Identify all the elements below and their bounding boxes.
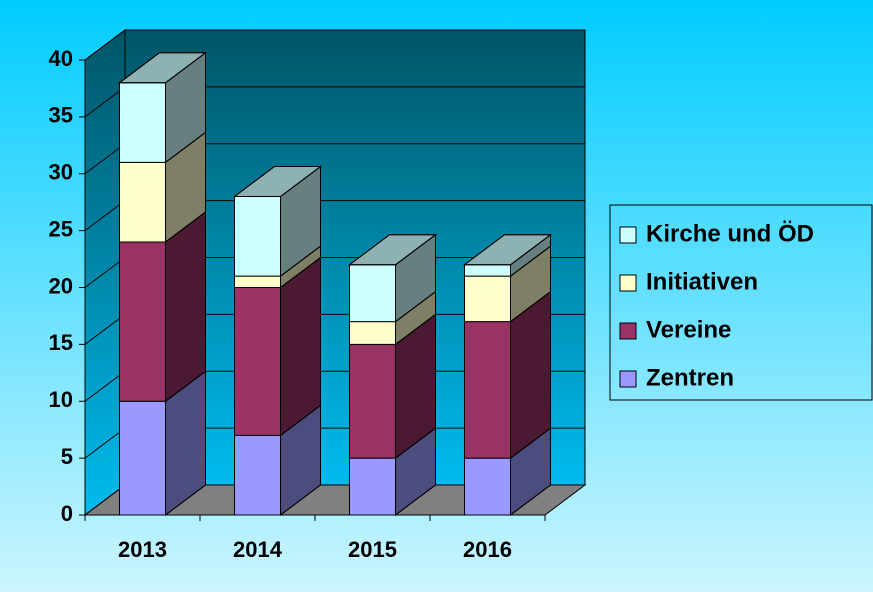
grid-line-side — [84, 143, 126, 175]
bar — [464, 275, 511, 323]
grid-line-side — [84, 29, 126, 61]
bar — [464, 457, 511, 516]
legend-label: Kirche und ÖD — [646, 220, 814, 247]
grid-line-side — [84, 313, 126, 345]
legend — [609, 204, 873, 401]
x-tick-label: 2014 — [233, 537, 283, 562]
x-tick-label: 2016 — [463, 537, 512, 562]
bar — [464, 264, 511, 277]
bar-top-shade — [118, 52, 207, 84]
y-tick-label: 0 — [61, 501, 73, 526]
bar-side-shade — [165, 211, 206, 403]
grid-line-side — [84, 86, 126, 118]
y-tick-label: 20 — [49, 273, 73, 298]
legend-label: Initiativen — [646, 268, 758, 295]
y-tick-label: 15 — [49, 330, 73, 355]
legend-swatch — [619, 274, 637, 292]
grid-line-side — [84, 484, 126, 516]
bar-side-shade — [280, 256, 321, 437]
grid-line-side — [84, 370, 126, 402]
bar — [464, 321, 511, 459]
bar — [234, 196, 281, 277]
bar — [349, 457, 396, 516]
bar — [234, 434, 281, 516]
bar — [119, 241, 166, 402]
legend-label: Vereine — [646, 316, 731, 343]
y-tick-label: 5 — [61, 444, 73, 469]
legend-label: Zentren — [646, 364, 734, 391]
grid-line-side — [84, 427, 126, 459]
y-tick-label: 30 — [49, 160, 73, 185]
legend-swatch — [619, 226, 637, 244]
y-tick-label: 25 — [49, 216, 73, 241]
bar — [349, 264, 396, 323]
bar — [119, 82, 166, 163]
x-tick-label: 2015 — [348, 537, 397, 562]
bar — [234, 275, 281, 288]
y-tick-label: 40 — [49, 46, 73, 71]
bar — [234, 287, 281, 436]
bar-top-shade — [348, 234, 437, 266]
bar — [349, 321, 396, 345]
legend-swatch — [619, 370, 637, 388]
grid-line-side — [84, 200, 126, 232]
y-tick-label: 10 — [49, 387, 73, 412]
bar — [119, 161, 166, 243]
bar — [349, 343, 396, 459]
x-tick-label: 2013 — [118, 537, 167, 562]
grid-line-side — [84, 257, 126, 288]
legend-swatch — [619, 322, 637, 340]
bar-top-shade — [233, 166, 322, 197]
y-tick-label: 35 — [49, 103, 73, 128]
bar-top-shade — [463, 234, 552, 266]
bar — [119, 400, 166, 516]
